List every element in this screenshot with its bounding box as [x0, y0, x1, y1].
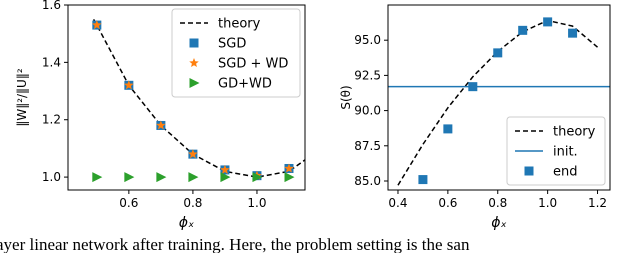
marker-triangle	[92, 172, 103, 183]
x-axis-label: ϕₓ	[491, 215, 506, 231]
marker-star	[220, 164, 230, 174]
marker-square	[418, 175, 428, 185]
marker-square	[443, 124, 453, 134]
legend-label: init.	[553, 145, 578, 160]
x-axis-label: ϕₓ	[179, 215, 194, 231]
x-tick-label: 0.8	[183, 196, 202, 210]
y-tick-label: 1.2	[42, 113, 61, 127]
x-tick-label: 1.0	[247, 196, 266, 210]
marker-square	[518, 25, 528, 35]
marker-triangle	[252, 172, 263, 183]
marker-triangle	[220, 172, 231, 183]
marker-square	[568, 28, 578, 38]
y-tick-label: 90.0	[354, 104, 381, 118]
legend-label: GD+WD	[218, 77, 272, 92]
x-tick-label: 0.4	[388, 196, 407, 210]
marker-triangle	[284, 172, 295, 183]
legend-label: SGD + WD	[218, 57, 288, 72]
marker-star	[156, 120, 166, 130]
legend-label: SGD	[218, 37, 246, 52]
x-tick-label: 0.6	[119, 196, 138, 210]
legend-label: theory	[553, 125, 596, 140]
x-tick-label: 1.2	[588, 196, 607, 210]
y-tick-label: 87.5	[354, 139, 381, 153]
y-tick-label: 85.0	[354, 174, 381, 188]
axes-frame	[387, 4, 611, 191]
y-tick-label: 1.0	[42, 170, 61, 184]
axes-frame	[67, 4, 306, 191]
y-tick-label: 1.6	[42, 0, 61, 12]
marker-star	[189, 58, 199, 68]
x-tick-label: 0.6	[438, 196, 457, 210]
marker-star	[284, 163, 294, 173]
y-axis-label: S(θ)	[339, 85, 353, 109]
marker-star	[124, 80, 134, 90]
legend-label: theory	[218, 17, 261, 32]
marker-square	[524, 166, 534, 176]
y-tick-label: 92.5	[354, 68, 381, 82]
marker-triangle	[156, 172, 167, 183]
marker-triangle	[124, 172, 135, 183]
caption: ayer linear network after training. Here…	[0, 235, 470, 253]
y-tick-label: 1.4	[42, 55, 61, 69]
y-axis-label: ‖W‖²/‖U‖²	[15, 68, 29, 127]
x-tick-label: 0.8	[488, 196, 507, 210]
x-tick-label: 1.0	[538, 196, 557, 210]
plot-area	[388, 19, 610, 186]
marker-square	[543, 17, 553, 27]
legend-box	[171, 8, 301, 98]
marker-square	[468, 82, 478, 92]
marker-triangle	[188, 172, 199, 183]
marker-star	[92, 20, 102, 30]
marker-star	[188, 149, 198, 159]
theory-line	[397, 19, 599, 186]
marker-square	[493, 48, 503, 58]
marker-triangle	[189, 78, 200, 88]
marker-square	[189, 38, 199, 48]
y-tick-label: 95.0	[354, 33, 381, 47]
legend-label: end	[553, 165, 578, 180]
